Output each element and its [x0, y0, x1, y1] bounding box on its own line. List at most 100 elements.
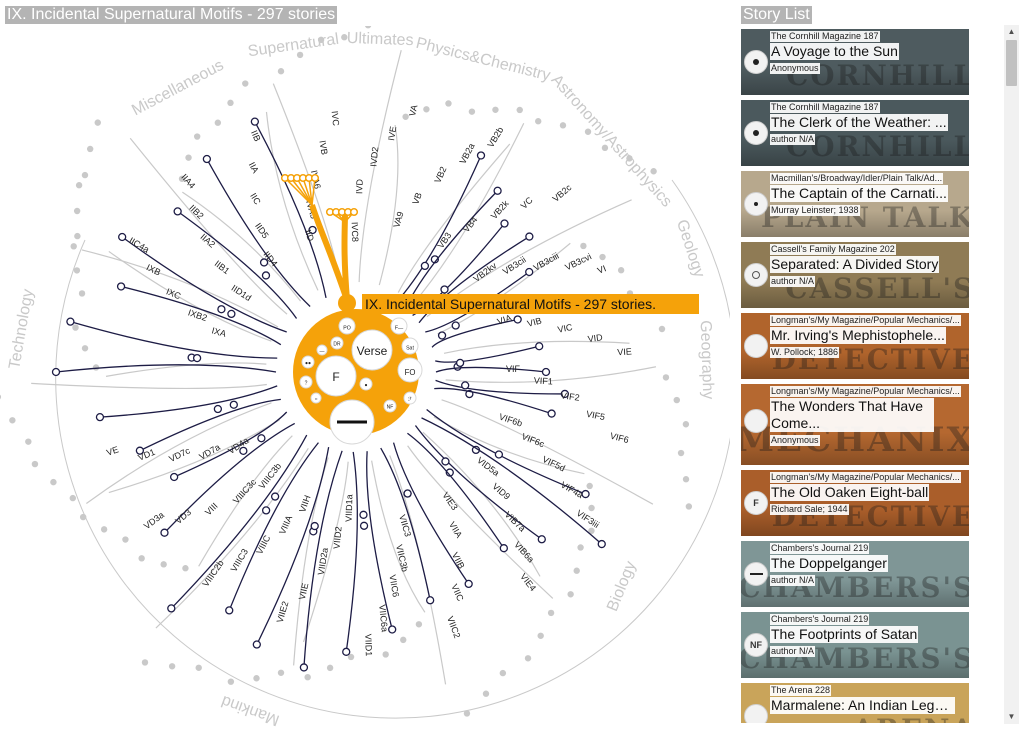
- tree-node[interactable]: [66, 317, 75, 326]
- story-title-link[interactable]: A Voyage to the Sun: [770, 43, 899, 60]
- tree-node[interactable]: [547, 409, 556, 418]
- tree-node[interactable]: [167, 604, 176, 613]
- tree-node[interactable]: [560, 389, 569, 399]
- tree-node[interactable]: [259, 258, 269, 267]
- tree-node[interactable]: [441, 457, 450, 466]
- tree-node[interactable]: [51, 367, 61, 377]
- tree-node[interactable]: [95, 412, 105, 422]
- center-bubble[interactable]: [401, 337, 419, 355]
- story-list[interactable]: CORNHILL The Cornhill Magazine 187 A Voyag…: [741, 29, 969, 723]
- tree-node[interactable]: [426, 596, 435, 605]
- tree-node[interactable]: [217, 305, 226, 314]
- tree-node[interactable]: [464, 579, 473, 589]
- story-title-link[interactable]: Marmalene: An Indian Legen...: [770, 697, 955, 714]
- tree-node[interactable]: [173, 207, 182, 216]
- radial-tree-view[interactable]: Supernatural Ultimates Physics&Chemistry As…: [0, 26, 730, 740]
- center-bubble[interactable]: [299, 375, 313, 389]
- tree-node[interactable]: [227, 309, 236, 319]
- highlight-node[interactable]: [349, 207, 359, 217]
- center-bubble[interactable]: [315, 355, 357, 397]
- story-title-link[interactable]: The Captain of the Carnati...: [770, 185, 948, 202]
- tree-node[interactable]: [359, 521, 369, 530]
- story-title-link[interactable]: Separated: A Divided Story: [770, 256, 940, 273]
- tree-node[interactable]: [513, 315, 522, 324]
- tree-node[interactable]: [118, 232, 127, 242]
- tree-node[interactable]: [525, 267, 534, 277]
- tree-node[interactable]: [541, 367, 551, 377]
- tree-node[interactable]: [261, 271, 271, 280]
- story-card[interactable]: CASSELL'S Cassell's Family Magazine 202 Se…: [741, 242, 969, 308]
- story-card[interactable]: PLAIN TALK Macmillan's/Broadway/Idler/Pla…: [741, 171, 969, 237]
- tree-node[interactable]: [499, 544, 508, 553]
- tree-node[interactable]: [308, 225, 317, 235]
- tree-node[interactable]: [261, 506, 271, 515]
- scroll-down-icon[interactable]: ▼: [1007, 712, 1016, 721]
- story-title-link[interactable]: Mr. Irving's Mephistophele...: [770, 327, 946, 344]
- story-title-link[interactable]: The Footprints of Satan: [770, 626, 919, 643]
- tree-node[interactable]: [461, 381, 470, 390]
- story-title-link[interactable]: The Old Oaken Eight-ball: [770, 484, 930, 501]
- story-list-scrollbar[interactable]: ▲ ▼: [1004, 25, 1019, 724]
- center-bubble[interactable]: [301, 355, 315, 369]
- tree-node[interactable]: [597, 539, 606, 549]
- tree-node[interactable]: [403, 489, 412, 498]
- tree-node[interactable]: [388, 625, 397, 634]
- tree-node[interactable]: [494, 450, 504, 459]
- tree-node[interactable]: [537, 535, 546, 544]
- story-card[interactable]: CORNHILL The Cornhill Magazine 187 A Voyag…: [741, 29, 969, 95]
- tree-node[interactable]: [535, 342, 544, 351]
- scroll-up-icon[interactable]: ▲: [1007, 27, 1016, 36]
- center-bubble[interactable]: [310, 392, 322, 404]
- tree-node[interactable]: [213, 404, 223, 414]
- tree-node[interactable]: [299, 663, 309, 672]
- story-title-link[interactable]: The Wonders That Have Come...: [770, 398, 934, 432]
- tree-node[interactable]: [455, 358, 465, 368]
- tree-node[interactable]: [257, 434, 266, 443]
- tree-node[interactable]: [581, 489, 590, 499]
- tree-node[interactable]: [359, 510, 368, 519]
- story-title-link[interactable]: The Doppelganger: [770, 555, 888, 572]
- tree-node[interactable]: [420, 261, 430, 271]
- story-card[interactable]: CHAMBERS'S NF Chambers's Journal 219 The Fo…: [741, 612, 969, 678]
- story-card[interactable]: CORNHILL The Cornhill Magazine 187 The Cle…: [741, 100, 969, 166]
- center-bubble[interactable]: [330, 336, 344, 350]
- tree-node[interactable]: [229, 400, 238, 409]
- tree-node[interactable]: [169, 472, 179, 482]
- tree-node[interactable]: [239, 446, 248, 456]
- highlight-node[interactable]: [310, 173, 320, 183]
- scroll-thumb[interactable]: [1006, 40, 1017, 86]
- tree-node[interactable]: [500, 219, 509, 228]
- story-card[interactable]: DETECTIVE F Longman's/My Magazine/Popular …: [741, 470, 969, 536]
- story-title-link[interactable]: The Clerk of the Weather: ...: [770, 114, 948, 131]
- center-bubble[interactable]: [351, 329, 393, 371]
- tree-node[interactable]: [192, 353, 202, 363]
- tree-node[interactable]: [476, 151, 486, 160]
- center-bubble[interactable]: [383, 399, 397, 413]
- story-card[interactable]: MECHANIX Longman's/My Magazine/Popular Me…: [741, 384, 969, 465]
- tree-node[interactable]: [310, 521, 319, 531]
- center-hub-node[interactable]: [338, 294, 356, 312]
- tree-node[interactable]: [202, 154, 212, 164]
- tree-node[interactable]: [342, 647, 351, 656]
- tree-node[interactable]: [135, 446, 145, 455]
- tree-node[interactable]: [250, 117, 260, 126]
- story-card[interactable]: CHAMBERS'S Chambers's Journal 219 The Dopp…: [741, 541, 969, 607]
- tree-node[interactable]: [525, 232, 534, 241]
- tree-node[interactable]: [437, 331, 447, 340]
- center-bubble[interactable]: [338, 317, 356, 335]
- tree-node[interactable]: [160, 528, 169, 537]
- story-card[interactable]: DETECTIVE Longman's/My Magazine/Popular M…: [741, 313, 969, 379]
- tree-node[interactable]: [252, 640, 261, 649]
- tree-node[interactable]: [116, 282, 126, 291]
- tree-node[interactable]: [440, 285, 449, 294]
- tree-node[interactable]: [451, 321, 460, 330]
- tree-node[interactable]: [493, 186, 502, 195]
- center-bubble[interactable]: [403, 391, 417, 405]
- center-bubble[interactable]: [359, 377, 373, 391]
- center-bubble[interactable]: [390, 317, 408, 335]
- center-bubble[interactable]: [316, 344, 328, 356]
- tree-node[interactable]: [270, 492, 280, 501]
- center-bubble[interactable]: [397, 357, 423, 383]
- tree-node[interactable]: [225, 606, 234, 615]
